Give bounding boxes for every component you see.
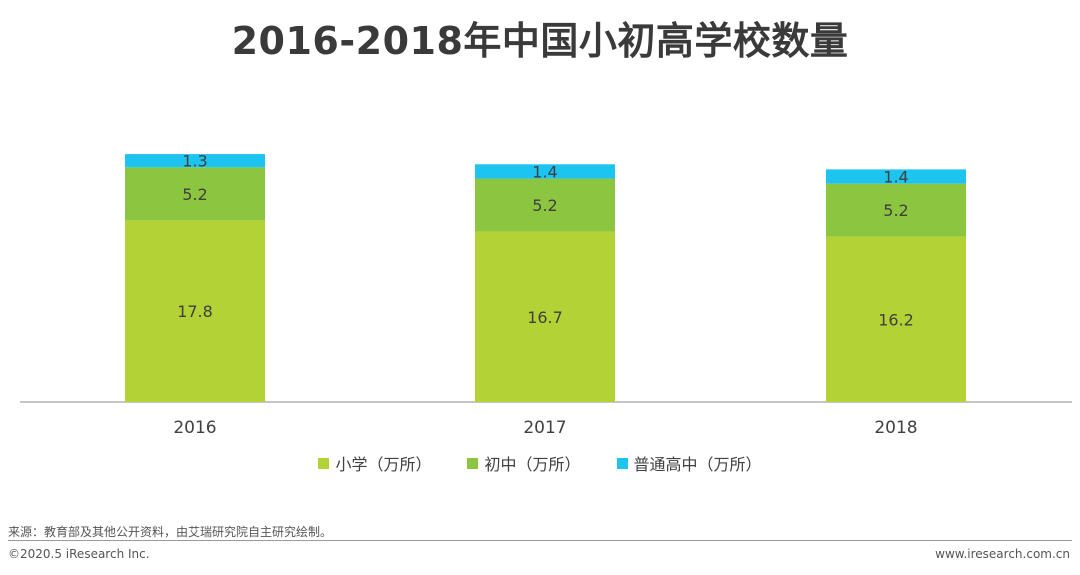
bar-senior-2018 xyxy=(826,169,966,184)
legend-swatch-primary xyxy=(318,457,330,469)
bar-junior-2016 xyxy=(125,167,265,221)
legend-item-primary: 小学（万所） xyxy=(318,451,431,475)
footer-divider xyxy=(8,540,1072,541)
data-label-junior-2017: 5.2 xyxy=(532,196,557,215)
data-label-primary-2018: 16.2 xyxy=(878,310,914,329)
data-label-junior-2018: 5.2 xyxy=(883,201,908,220)
legend-swatch-junior xyxy=(467,457,479,469)
data-label-junior-2016: 5.2 xyxy=(182,185,207,204)
legend-swatch-senior xyxy=(616,457,628,469)
legend-label-primary: 小学（万所） xyxy=(335,455,432,474)
chart-title: 2016-2018年中国小初高学校数量 xyxy=(231,19,849,63)
bar-primary-2016 xyxy=(125,220,265,402)
x-tick-label-2018: 2018 xyxy=(874,418,917,438)
bar-senior-2016 xyxy=(125,154,265,168)
data-label-senior-2018: 1.4 xyxy=(883,168,908,187)
bar-primary-2018 xyxy=(826,236,966,402)
bar-junior-2018 xyxy=(826,183,966,237)
data-label-primary-2016: 17.8 xyxy=(177,302,213,321)
data-label-primary-2017: 16.7 xyxy=(527,308,563,327)
legend-item-junior: 初中（万所） xyxy=(467,451,581,475)
bar-junior-2017 xyxy=(475,178,615,232)
copyright: ©2020.5 iResearch Inc. xyxy=(8,547,150,561)
legend-item-senior: 普通高中（万所） xyxy=(616,451,762,475)
source-note: 来源：教育部及其他公开资料，由艾瑞研究院自主研究绘制。 xyxy=(8,525,333,539)
x-tick-label-2017: 2017 xyxy=(523,418,566,438)
legend-label-senior: 普通高中（万所） xyxy=(633,455,762,474)
website-link[interactable]: www.iresearch.com.cn xyxy=(935,547,1070,561)
legend: 小学（万所） 初中（万所） 普通高中（万所） xyxy=(0,451,1080,475)
stacked-bar-chart: 17.8 5.2 1.3 2016 16.7 5.2 1.4 2017 16.2 5.2 1.4 20… xyxy=(20,152,1072,438)
data-label-senior-2017: 1.4 xyxy=(532,162,557,181)
bar-primary-2017 xyxy=(475,231,615,402)
legend-label-junior: 初中（万所） xyxy=(484,455,581,474)
x-tick-label-2016: 2016 xyxy=(173,418,216,438)
data-label-senior-2016: 1.3 xyxy=(182,152,207,171)
bar-senior-2017 xyxy=(475,164,615,179)
